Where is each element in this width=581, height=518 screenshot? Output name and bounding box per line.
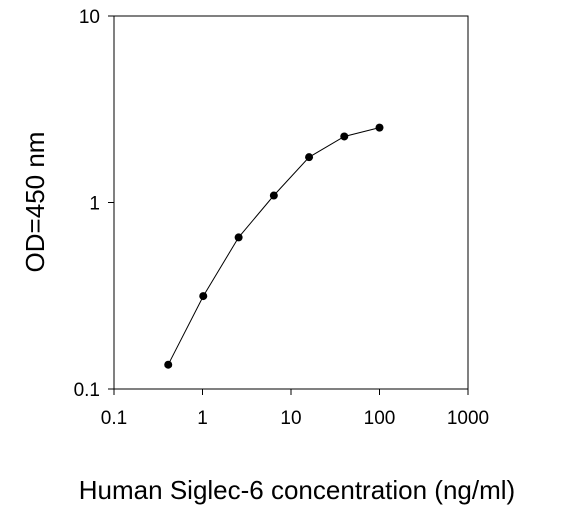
y-tick-label: 10 — [79, 7, 100, 28]
data-point — [305, 153, 314, 162]
x-tick-label: 1 — [197, 408, 208, 429]
y-axis-title: OD=450 nm — [20, 132, 50, 273]
x-tick-label: 100 — [364, 408, 396, 429]
x-axis-title: Human Siglec-6 concentration (ng/ml) — [79, 475, 515, 505]
data-point — [375, 123, 384, 132]
y-tick-label: 1 — [89, 194, 100, 215]
y-tick-label: 0.1 — [74, 380, 100, 401]
data-point — [164, 360, 173, 369]
x-axis-ticks: 0.1 1 10 100 1000 — [101, 389, 489, 429]
x-tick-label: 10 — [280, 408, 301, 429]
data-point — [234, 233, 243, 242]
plot-frame — [113, 15, 469, 390]
x-tick-label: 1000 — [447, 408, 489, 429]
data-point — [199, 292, 208, 301]
y-axis-ticks: 0.1 1 10 — [74, 7, 114, 401]
data-point — [269, 191, 278, 200]
data-point — [340, 132, 349, 141]
x-tick-label: 0.1 — [101, 408, 127, 429]
series-line — [167, 127, 380, 365]
series-layer — [164, 123, 384, 369]
